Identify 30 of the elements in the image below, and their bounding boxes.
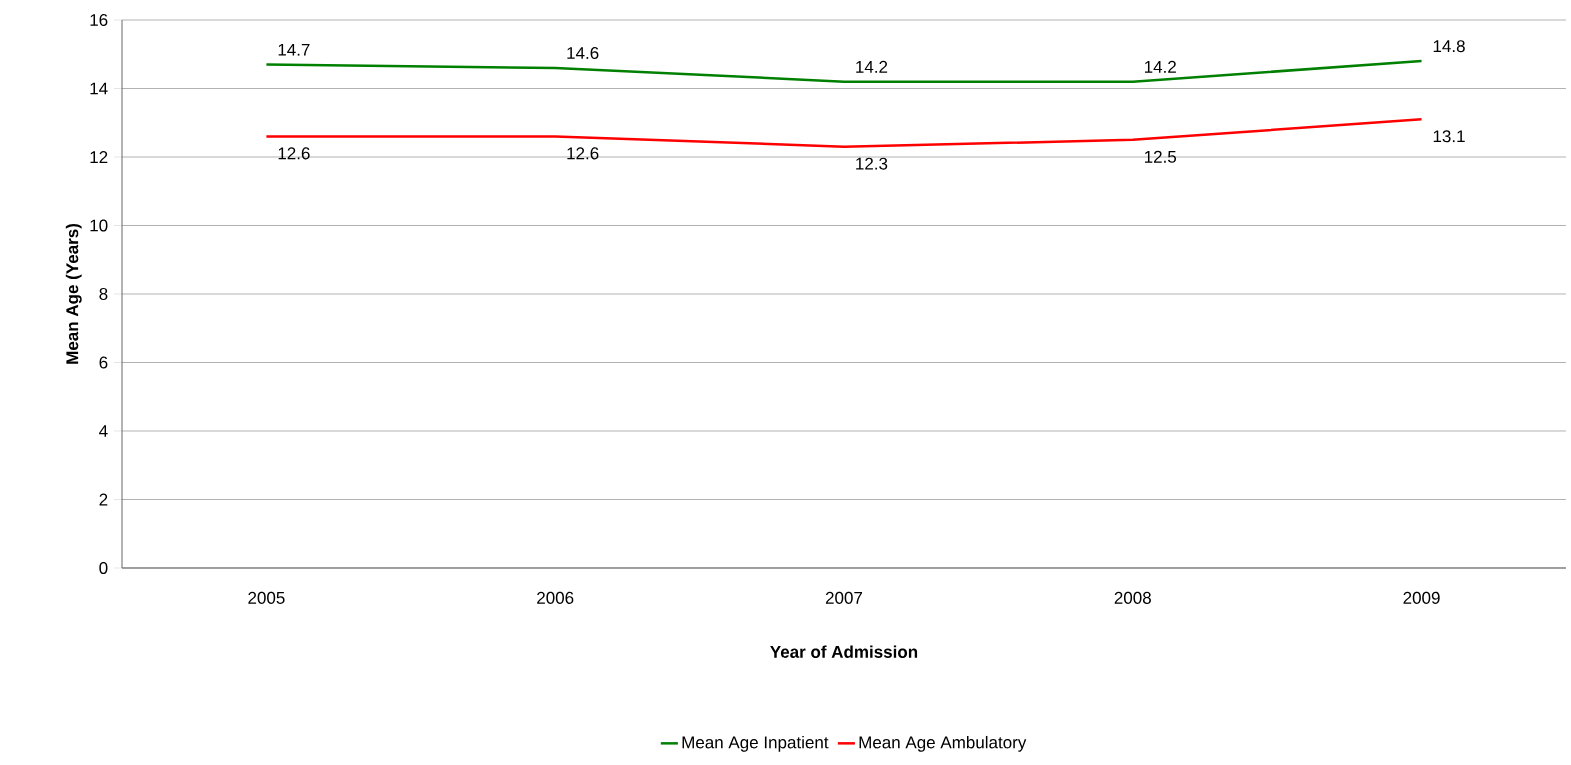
data-label: 14.7	[278, 43, 310, 56]
legend-label: Mean Age Inpatient	[682, 735, 829, 752]
y-tick-label: 10	[90, 219, 108, 232]
line-series	[265, 118, 1423, 148]
x-tick-label: 2007	[825, 591, 863, 604]
y-tick-label: 2	[99, 493, 108, 506]
data-label: 12.5	[1144, 150, 1177, 163]
data-label: 12.6	[278, 147, 310, 160]
y-axis-title: Mean Age (Years)	[65, 223, 82, 364]
x-tick-label: 2008	[1114, 591, 1151, 604]
x-axis-title: Year of Admission	[770, 645, 918, 658]
x-tick-label: 2009	[1403, 591, 1440, 604]
x-tick-label: 2005	[248, 591, 285, 604]
data-label: 12.3	[856, 157, 888, 170]
y-tick-label: 12	[90, 151, 108, 163]
data-label: 13.1	[1433, 130, 1465, 143]
legend-label: Mean Age Ambulatory	[859, 735, 1027, 752]
y-tick-label: 16	[90, 13, 108, 27]
line-series	[265, 59, 1423, 83]
x-tick-label: 2006	[537, 591, 574, 604]
data-label: 12.6	[567, 147, 599, 160]
data-label: 14.2	[856, 60, 888, 73]
y-tick-label: 8	[99, 287, 108, 301]
data-label: 14.2	[1144, 60, 1176, 73]
y-tick-label: 0	[99, 561, 108, 575]
data-label: 14.6	[567, 46, 599, 60]
y-tick-label: 4	[99, 425, 108, 437]
y-tick-label: 14	[90, 82, 108, 95]
data-label: 14.8	[1433, 40, 1465, 53]
y-tick-label: 6	[99, 356, 108, 369]
